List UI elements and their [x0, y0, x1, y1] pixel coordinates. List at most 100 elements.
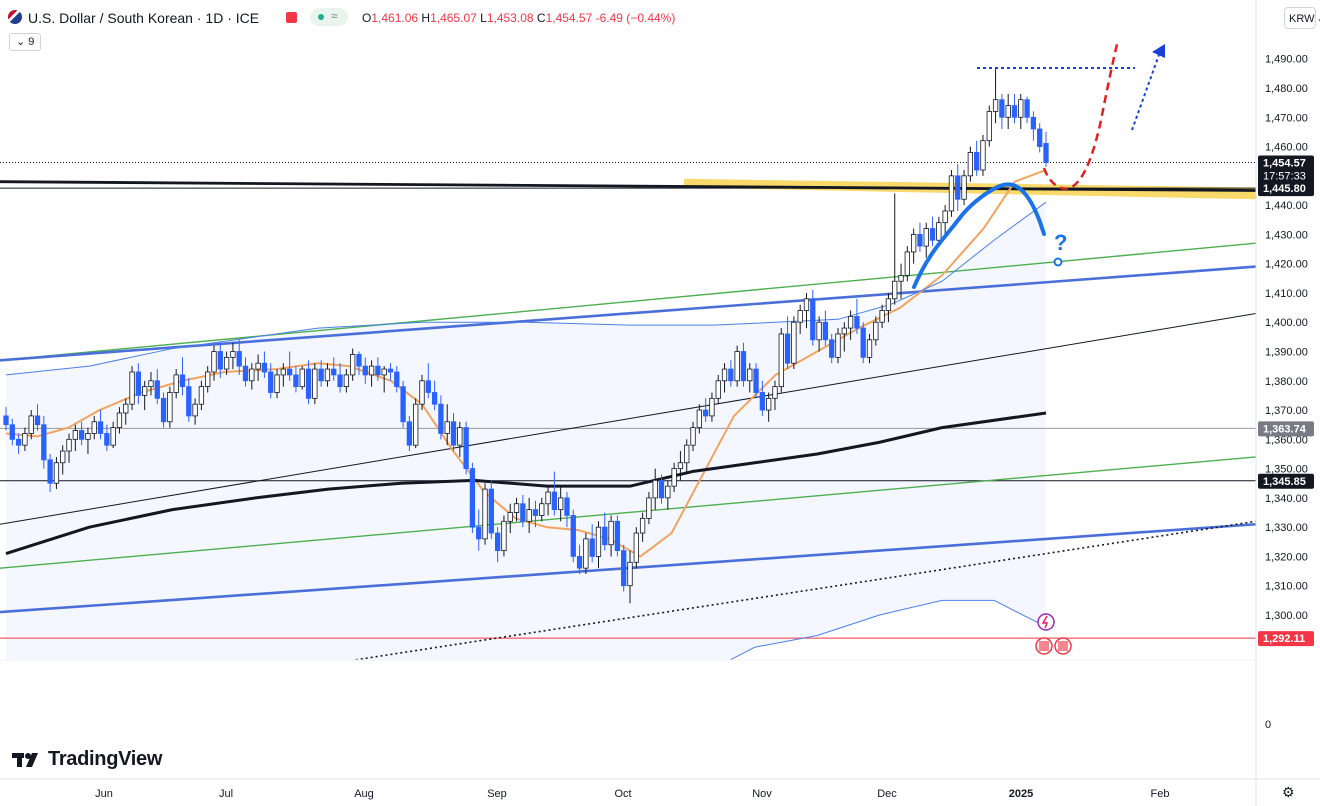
candle: [142, 380, 148, 411]
candle: [387, 363, 394, 381]
candle: [917, 222, 923, 252]
candle: [501, 515, 507, 557]
candle: [910, 228, 917, 264]
currency-selector[interactable]: KRW⌄: [1284, 7, 1320, 29]
candle-body: [324, 368, 331, 382]
candle: [803, 292, 810, 329]
flag-event-fill: [1039, 641, 1049, 651]
price-label-text: 1,345.85: [1263, 476, 1306, 488]
candle-body: [885, 298, 892, 311]
candle: [961, 169, 967, 206]
candle: [539, 497, 545, 522]
candle-body: [312, 368, 318, 399]
candle-body: [148, 380, 154, 388]
chart-header: U.S. Dollar / South Korean · 1D · ICE ≈ …: [0, 0, 1256, 34]
candle-body: [476, 526, 482, 540]
candle: [280, 363, 286, 387]
logo-text: TradingView: [48, 748, 163, 770]
y-tick-label: 1,310.00: [1265, 581, 1308, 593]
candle: [400, 380, 406, 428]
candle-body: [646, 497, 652, 519]
price-label-bg: [1258, 155, 1314, 184]
candle: [249, 363, 255, 390]
candle-body: [608, 520, 614, 546]
candle-body: [507, 512, 513, 522]
candle: [494, 527, 501, 563]
candle: [154, 369, 160, 405]
candle: [923, 222, 929, 258]
candle: [230, 342, 236, 370]
candle: [419, 374, 425, 411]
candle: [784, 316, 791, 370]
candle: [425, 363, 431, 399]
y-tick-label: 1,370.00: [1265, 405, 1308, 417]
candle: [1018, 93, 1024, 129]
candle: [929, 216, 936, 247]
series-bb-lower: [728, 599, 1047, 660]
candle-body: [255, 362, 261, 370]
candle-body: [362, 365, 368, 376]
candle-body: [343, 374, 350, 388]
x-tick-label: Oct: [614, 788, 631, 800]
candle: [312, 363, 318, 405]
candle: [734, 345, 740, 387]
blue-projection-curve: [912, 182, 1046, 289]
price-axis-label: 1,292.11: [1258, 631, 1314, 647]
candle-body: [583, 538, 589, 569]
candle: [350, 348, 356, 381]
candle: [192, 398, 198, 425]
candle: [879, 304, 885, 329]
candle: [15, 433, 22, 454]
gear-icon[interactable]: ⚙: [1282, 784, 1295, 800]
candle-body: [526, 509, 532, 522]
candle-body: [135, 371, 142, 396]
candle-body: [242, 365, 249, 382]
candle: [829, 333, 835, 364]
candle-body: [217, 351, 223, 370]
candle-body: [879, 310, 885, 323]
candle: [898, 263, 904, 299]
candle-body: [53, 462, 60, 484]
market-status-icon[interactable]: [286, 12, 297, 23]
candle-body: [142, 386, 148, 396]
tradingview-logo[interactable]: TradingView: [12, 748, 162, 771]
candle: [431, 380, 438, 411]
price-pane: ?: [0, 39, 1256, 660]
candle-body: [299, 368, 305, 388]
y-tick-label: 1,380.00: [1265, 376, 1308, 388]
x-tick-label: 2025: [1009, 788, 1033, 800]
symbol-title[interactable]: U.S. Dollar / South Korean · 1D · ICE: [28, 10, 260, 26]
candle-body: [1011, 105, 1018, 118]
candle-body: [772, 386, 778, 399]
open-value: 1,461.06: [371, 11, 419, 25]
candle-body: [797, 310, 803, 323]
candle-body: [72, 430, 78, 440]
candle: [658, 474, 665, 504]
candle-body: [803, 298, 810, 311]
indicators-toggle-button[interactable]: ⌄ 9: [9, 33, 42, 51]
candle-body: [488, 488, 494, 534]
high-label: H: [421, 11, 431, 25]
candle: [646, 492, 652, 525]
candle: [236, 339, 242, 375]
candle: [9, 418, 15, 446]
candle: [331, 357, 337, 381]
candle-body: [671, 468, 677, 487]
data-status-pill[interactable]: ≈: [310, 8, 348, 26]
candle-body: [576, 556, 583, 569]
series-ma-200: [5, 411, 1047, 555]
change-value: -6.49 (−0.44%): [595, 11, 676, 25]
candle: [1011, 93, 1018, 124]
candle: [394, 366, 400, 393]
candle-body: [22, 433, 28, 446]
candle: [614, 515, 621, 557]
close-label: C: [536, 11, 546, 25]
candle: [41, 415, 47, 469]
candle: [740, 342, 747, 387]
candle: [728, 360, 734, 387]
candle-body: [413, 403, 419, 446]
candle-body: [835, 333, 841, 358]
candle: [627, 550, 633, 604]
